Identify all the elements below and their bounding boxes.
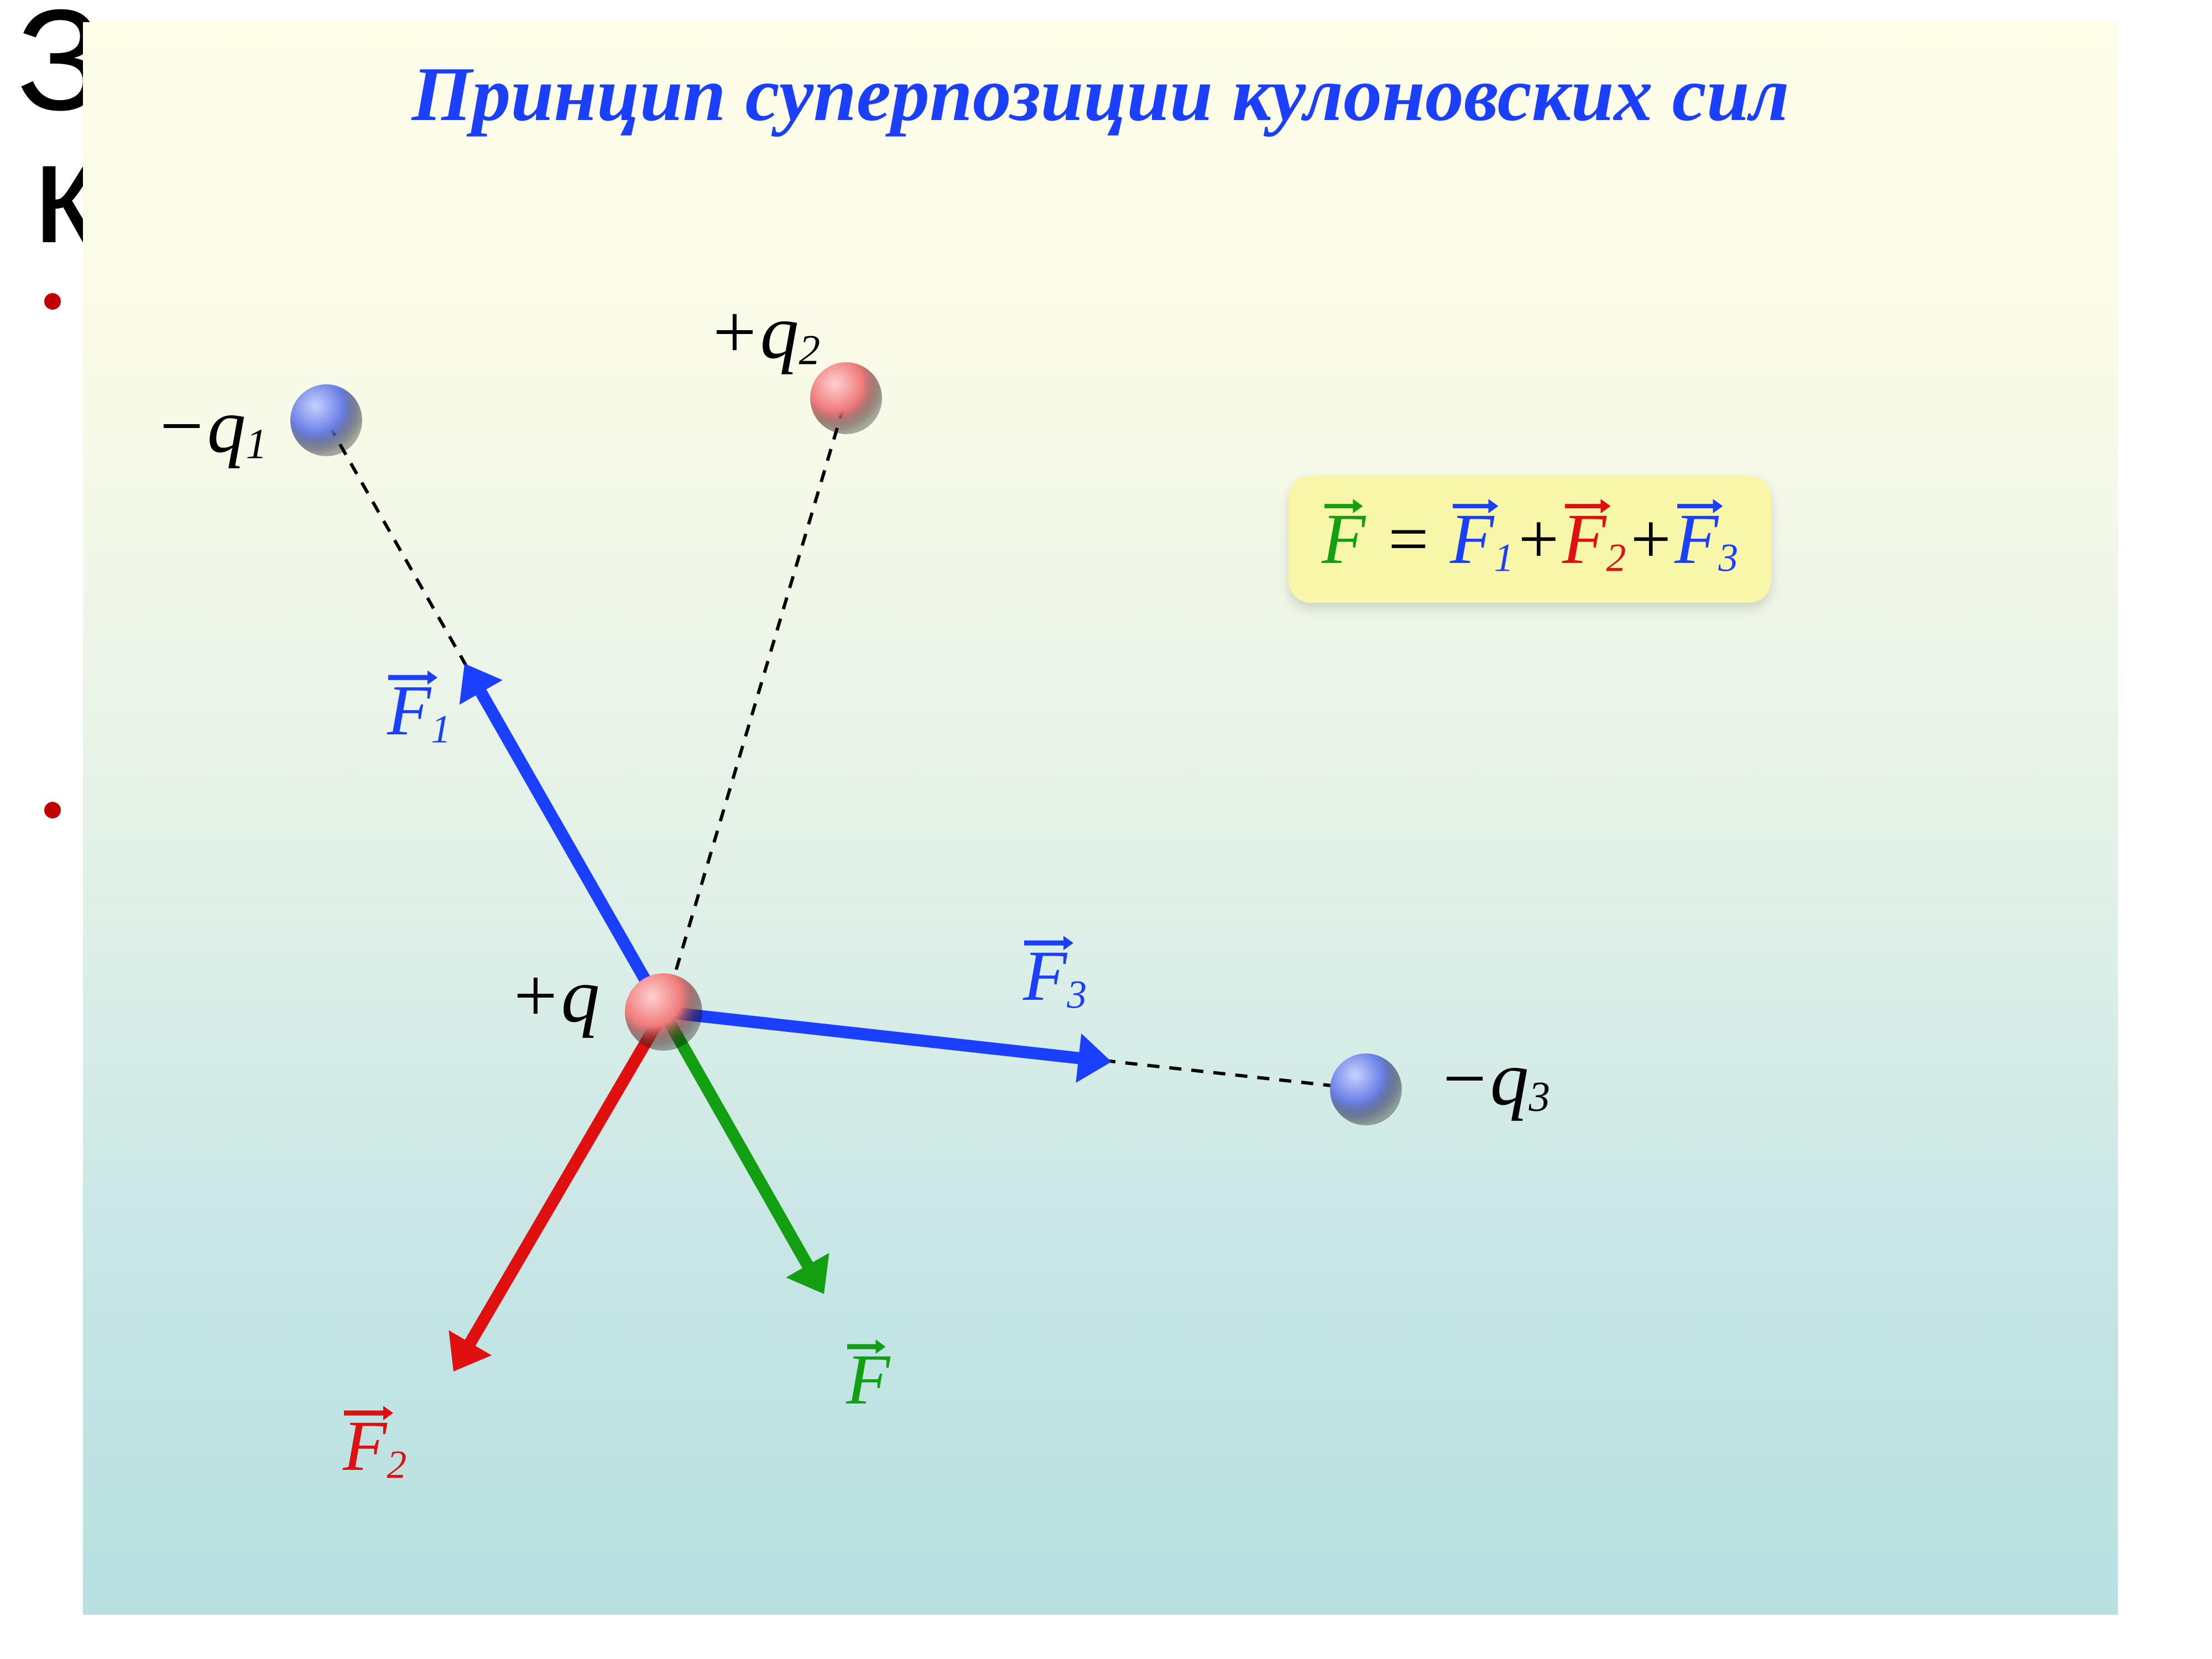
- force-label-F1: F1: [387, 669, 451, 752]
- force-label-F2: F2: [343, 1405, 406, 1488]
- charge-label-q2: +q2: [708, 288, 820, 377]
- force-label-F3: F3: [1023, 935, 1087, 1018]
- page: З к Принцип суперпозиции кулоновских сил…: [0, 0, 2212, 1659]
- slide: Принцип суперпозиции кулоновских сил F =…: [83, 22, 2118, 1615]
- charge-label-q1: −q1: [155, 382, 267, 471]
- bullet-1: [44, 293, 61, 310]
- charge-label-q3: −q3: [1438, 1034, 1550, 1123]
- force-label-F: F: [846, 1338, 890, 1421]
- bullet-2: [44, 802, 61, 818]
- force-diagram: [83, 22, 2118, 1615]
- charge-label-center: +q: [509, 951, 599, 1040]
